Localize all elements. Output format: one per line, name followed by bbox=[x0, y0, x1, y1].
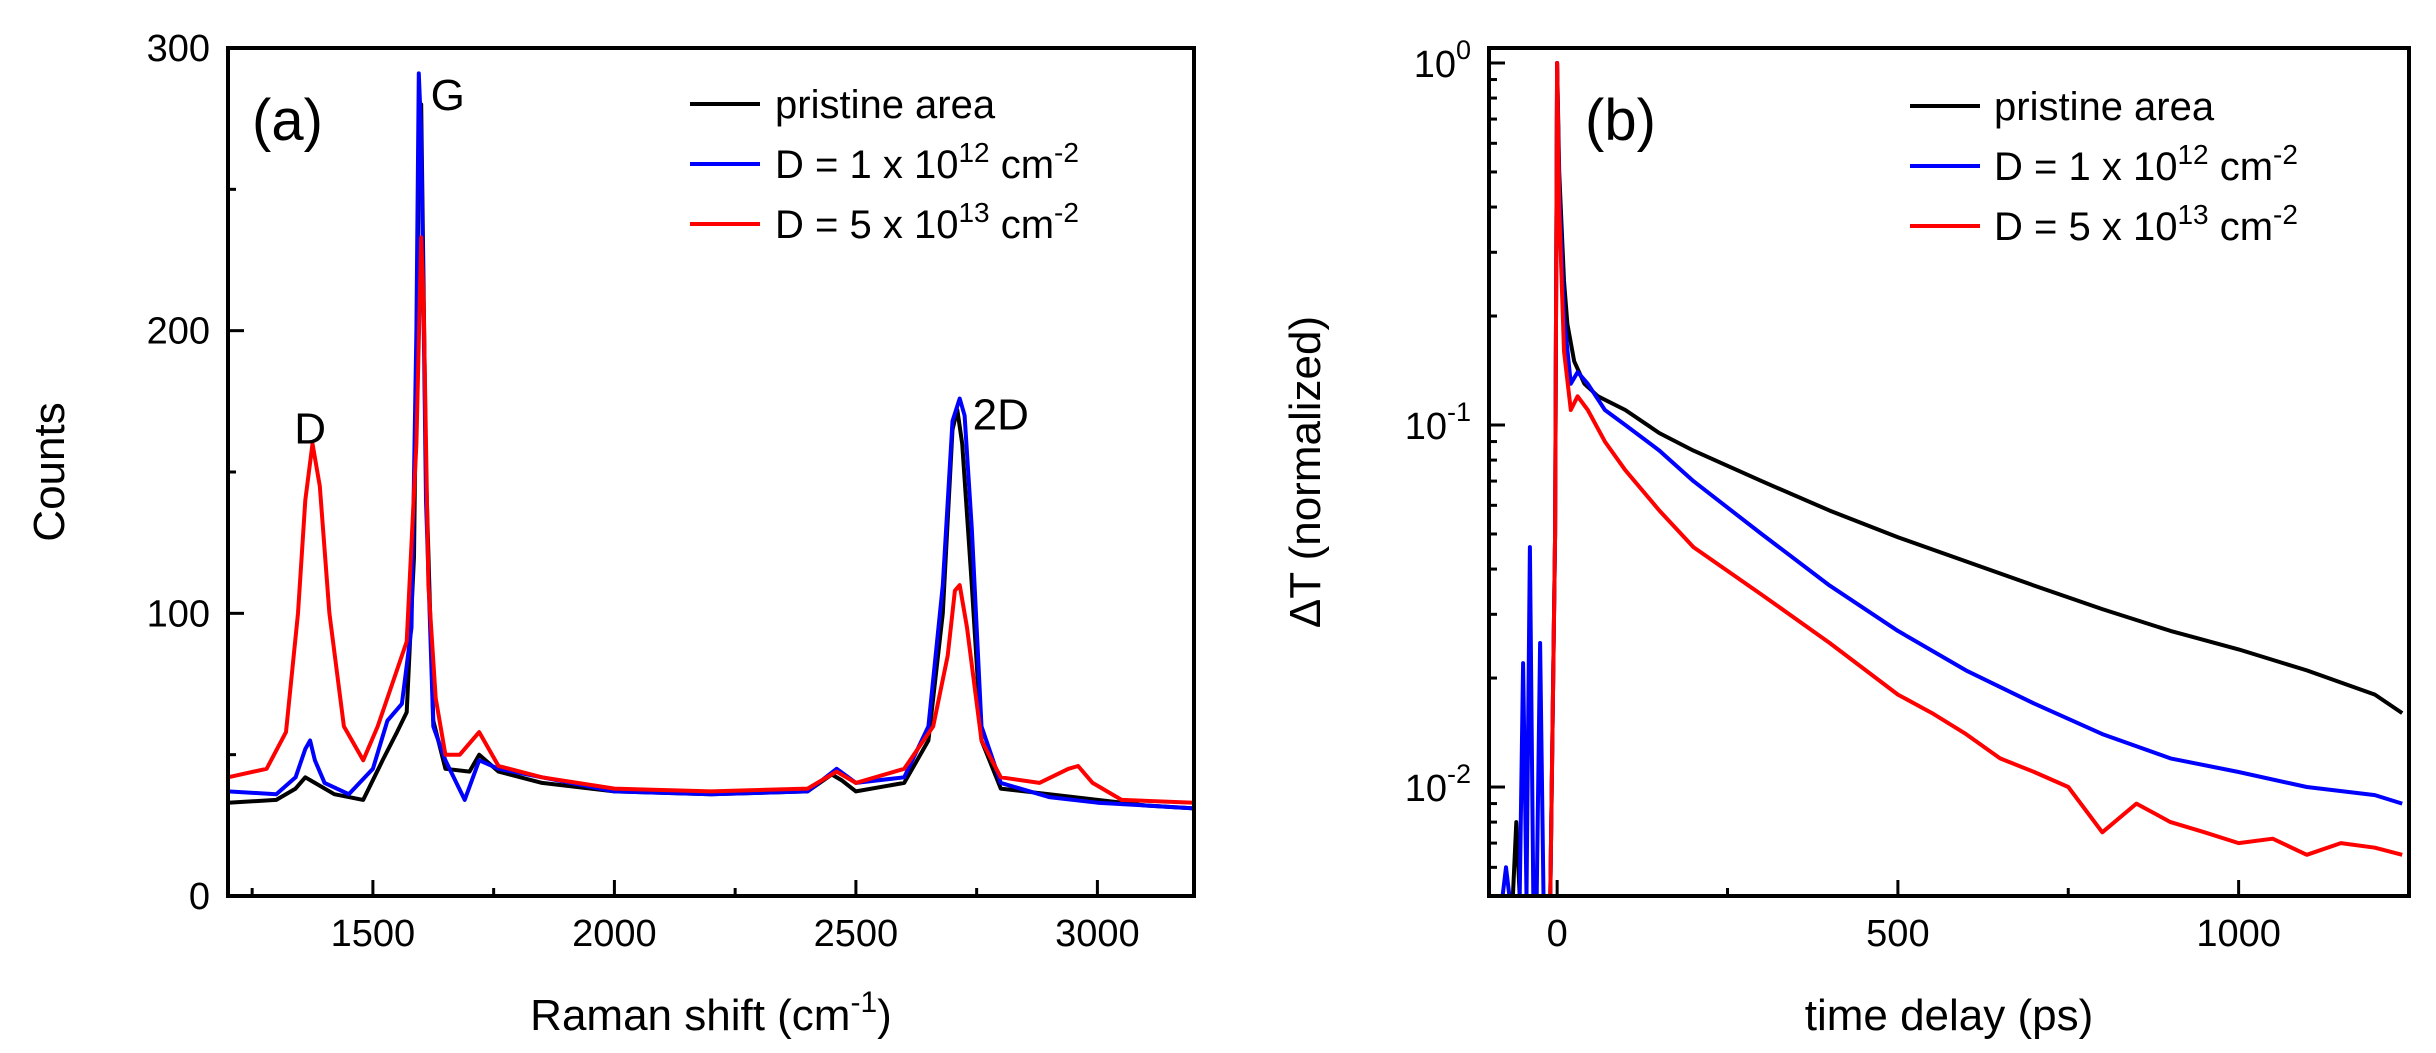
panel-a-peak-label: G bbox=[431, 71, 465, 120]
panel-b-y-tick-label: 100 bbox=[1414, 35, 1471, 86]
panel-a-peak-label: D bbox=[294, 405, 326, 454]
panel-a-legend-d13-sup: 13 bbox=[958, 197, 989, 228]
panel-b-frame bbox=[1487, 46, 2411, 898]
panel-a-legend-d13-main: D = 5 x 10 bbox=[775, 203, 958, 247]
panel-b-x-axis-title: time delay (ps) bbox=[1805, 991, 2094, 1040]
panel-b-legend-d12-unit-sup: -2 bbox=[2273, 139, 2298, 170]
panel-b-legend-d13-unit-sup: -2 bbox=[2273, 199, 2298, 230]
panel-b-legend-d13-sup: 13 bbox=[2177, 199, 2208, 230]
panel-a-series-2 bbox=[227, 235, 1195, 805]
panel-a-peak-labels: D G 2D bbox=[294, 71, 1029, 454]
panel-a-y-tick-label: 100 bbox=[147, 593, 210, 635]
panel-b-x-tick-label: 1000 bbox=[2196, 913, 2281, 955]
panel-b-label: (b) bbox=[1585, 88, 1656, 153]
panel-a-x-axis-title-main: Raman shift (cm bbox=[530, 991, 850, 1040]
panel-a-legend-d13-unit-sup: -2 bbox=[1054, 197, 1079, 228]
panel-a-x-axis-title-sup: -1 bbox=[850, 986, 877, 1019]
panel-a-legend-label-pristine: pristine area bbox=[775, 83, 996, 127]
panel-a: 1500 2000 2500 3000 0 100 200 300 (a) D G 2D Rama… bbox=[25, 28, 1196, 1040]
panel-b-legend-d12-main: D = 1 x 10 bbox=[1994, 145, 2177, 189]
panel-a-y-tick-label: 300 bbox=[147, 28, 210, 70]
panel-a-series-0 bbox=[227, 102, 1195, 811]
panel-a-legend-d12-sup: 12 bbox=[958, 137, 989, 168]
panel-b-ticks: 0 500 1000 10-2 10-1 100 bbox=[1405, 35, 2411, 955]
panel-a-y-tick-label: 0 bbox=[189, 876, 210, 918]
panel-a-legend-d12-unit-sup: -2 bbox=[1054, 137, 1079, 168]
panel-a-legend-label-d13: D = 5 x 1013 cm-2 bbox=[775, 197, 1079, 247]
panel-a-legend-d12-main: D = 1 x 10 bbox=[775, 143, 958, 187]
panel-a-y-tick-label: 200 bbox=[147, 311, 210, 353]
panel-b-legend-d12-unit: cm bbox=[2209, 145, 2273, 189]
panel-a-label: (a) bbox=[252, 88, 323, 153]
panel-a-series-1 bbox=[227, 71, 1195, 811]
panel-b-legend-d13-unit: cm bbox=[2209, 205, 2273, 249]
panel-a-legend-label-d12: D = 1 x 1012 cm-2 bbox=[775, 137, 1079, 187]
panel-b-y-axis-title: ΔT (normalized) bbox=[1281, 316, 1330, 628]
panel-b-series-2 bbox=[1489, 61, 2403, 898]
panel-b-legend-d13-main: D = 5 x 10 bbox=[1994, 205, 2177, 249]
panel-a-ticks: 1500 2000 2500 3000 0 100 200 300 bbox=[147, 28, 1140, 955]
panel-a-legend-d12-unit: cm bbox=[990, 143, 1054, 187]
panel-a-legend-d13-unit: cm bbox=[990, 203, 1054, 247]
panel-b-y-tick-label: 10-2 bbox=[1405, 759, 1471, 810]
panel-b-legend-label-d12: D = 1 x 1012 cm-2 bbox=[1994, 139, 2298, 189]
panel-b-series-1 bbox=[1500, 61, 2403, 898]
panel-a-x-tick-label: 2000 bbox=[572, 913, 657, 955]
panel-a-peak-label: 2D bbox=[973, 391, 1029, 440]
panel-b-legend: pristine area D = 1 x 1012 cm-2 D = 5 x … bbox=[1910, 85, 2298, 249]
panel-b-legend-label-d13: D = 5 x 1013 cm-2 bbox=[1994, 199, 2298, 249]
panel-a-x-tick-label: 2500 bbox=[814, 913, 899, 955]
panel-b-legend-d12-sup: 12 bbox=[2177, 139, 2208, 170]
panel-b-y-tick-label: 10-1 bbox=[1405, 397, 1471, 448]
panel-a-legend: pristine area D = 1 x 1012 cm-2 D = 5 x … bbox=[690, 83, 1079, 247]
panel-a-plot-area bbox=[227, 71, 1195, 811]
panel-b-legend-label-pristine: pristine area bbox=[1994, 85, 2215, 129]
panel-a-x-axis-title: Raman shift (cm-1) bbox=[530, 986, 892, 1040]
panel-a-x-tick-label: 3000 bbox=[1055, 913, 1140, 955]
panel-a-x-axis-title-close: ) bbox=[877, 991, 892, 1040]
panel-b-x-tick-label: 500 bbox=[1866, 913, 1929, 955]
panel-a-y-axis-title: Counts bbox=[25, 402, 74, 541]
panel-a-x-tick-label: 1500 bbox=[331, 913, 416, 955]
panel-b-x-tick-label: 0 bbox=[1547, 913, 1568, 955]
